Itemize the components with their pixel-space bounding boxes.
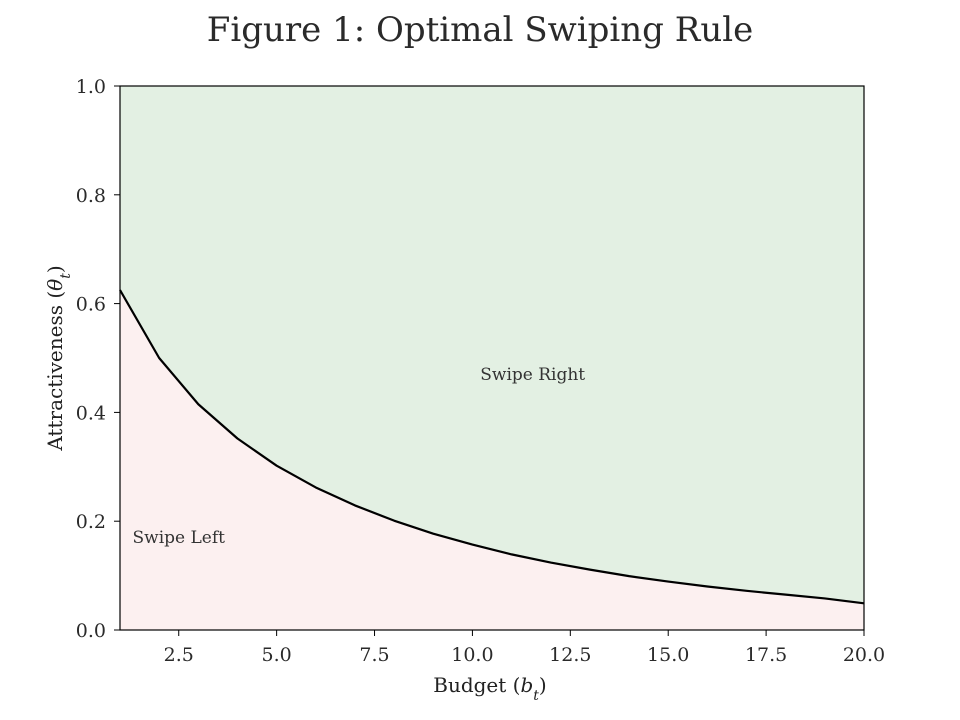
y-axis-label: Attractiveness (θt): [43, 265, 74, 451]
x-axis-label: Budget (bt): [433, 673, 546, 704]
y-tick-label: 0.6: [76, 294, 106, 316]
swipe-right-region: [120, 86, 864, 604]
x-tick-label: 15.0: [647, 644, 689, 666]
y-tick-label: 0.2: [76, 511, 106, 533]
x-tick-label: 5.0: [262, 644, 292, 666]
plot-area: 2.5 5.0 7.5 10.0 12.5 15.0 17.5 20.0 0.0 0.2 0.4 0.…: [76, 76, 885, 666]
y-tick-label: 0.8: [76, 185, 106, 207]
swipe-left-region: [120, 290, 864, 630]
x-tick-label: 10.0: [451, 644, 493, 666]
swipe-left-label: Swipe Left: [133, 528, 226, 548]
chart-title: Figure 1: Optimal Swiping Rule: [207, 10, 753, 50]
y-tick-label: 0.0: [76, 620, 106, 642]
y-tick-label: 0.4: [76, 402, 106, 424]
threshold-curve: [119, 289, 865, 605]
x-tick-label: 7.5: [359, 644, 389, 666]
x-tick-label: 20.0: [843, 644, 885, 666]
x-tick-label: 12.5: [549, 644, 591, 666]
x-tick-label: 17.5: [745, 644, 787, 666]
y-tick-label: 1.0: [76, 76, 106, 98]
swipe-right-label: Swipe Right: [480, 365, 585, 385]
plot-frame: [119, 85, 865, 631]
x-tick-label: 2.5: [164, 644, 194, 666]
